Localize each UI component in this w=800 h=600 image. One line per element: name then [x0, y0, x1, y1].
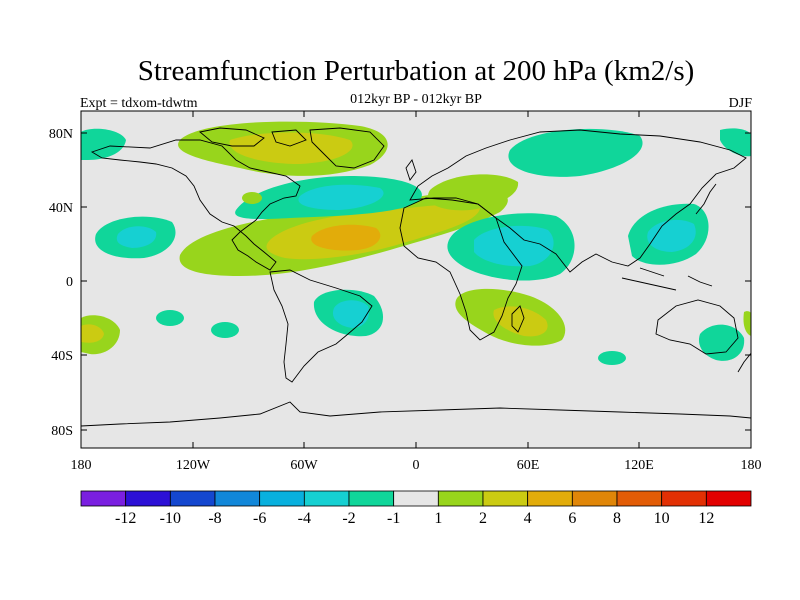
map-panel — [81, 111, 751, 448]
contour-positive-far-east-south — [743, 311, 751, 336]
lat-label-0: 0 — [66, 275, 73, 290]
experiment-label: Expt = tdxom-tdwtm — [80, 96, 198, 111]
coastline-uk — [405, 159, 417, 181]
coastline-canadian-arctic — [198, 127, 307, 147]
contour-positive-atlantic-peak — [311, 224, 381, 251]
colorbar: -12 -10 -8 -6 -4 -2 -1 1 2 4 6 8 10 12 — [80, 490, 752, 527]
colorbar-swatch — [616, 490, 663, 507]
colorbar-swatch — [393, 490, 439, 507]
colorbar-swatch — [125, 490, 171, 507]
colorbar-label: -2 — [342, 510, 355, 527]
contour-negative-south-atlantic-small — [211, 322, 239, 338]
coastline-south-america — [269, 269, 373, 383]
colorbar-label: 4 — [524, 510, 532, 527]
colorbar-swatch — [169, 490, 216, 507]
season-label: DJF — [729, 96, 753, 111]
colorbar-label: -4 — [298, 510, 311, 527]
colorbar-swatch — [482, 490, 529, 507]
contour-negative-middle-east-core — [474, 225, 554, 267]
colorbar-swatch — [348, 490, 395, 507]
lon-label-180w: 180 — [71, 458, 92, 473]
coastline-indonesia — [621, 267, 713, 291]
colorbar-label: 12 — [698, 510, 714, 527]
contour-positive-arctic-canada-core — [229, 132, 353, 164]
longitude-axis — [80, 111, 752, 448]
contour-positive-europe — [427, 174, 519, 211]
chart-title: Streamfunction Perturbation at 200 hPa (… — [138, 55, 695, 87]
contour-fills — [81, 121, 751, 365]
lon-label-120w: 120W — [176, 458, 211, 473]
map-background — [81, 111, 751, 448]
colorbar-swatch — [705, 490, 752, 507]
colorbar-swatch — [661, 490, 707, 507]
colorbar-label: 2 — [479, 510, 487, 527]
contour-positive-north-atlantic-small — [242, 192, 262, 204]
lon-label-60e: 60E — [517, 458, 540, 473]
chart-subtitle: 012kyr BP - 012kyr BP — [350, 92, 482, 107]
coastline-antarctica — [81, 401, 751, 427]
contour-negative-south-pacific-small — [156, 310, 184, 326]
contour-negative-australia-east — [698, 324, 745, 361]
latitude-axis — [81, 132, 751, 431]
colorbar-label: -8 — [208, 510, 221, 527]
contour-positive-southern-africa-core — [493, 306, 548, 337]
coastline-eurasia — [409, 129, 747, 273]
coastline-madagascar — [511, 305, 525, 333]
contour-negative-south-america-core — [332, 300, 370, 328]
contour-negative-north-pacific-core — [116, 226, 157, 248]
colorbar-swatch — [437, 490, 484, 507]
coastline-japan — [695, 183, 717, 215]
lat-label-80s: 80S — [51, 424, 73, 439]
lat-label-40n: 40N — [49, 201, 73, 216]
colorbar-swatch — [571, 490, 618, 507]
colorbar-label: -10 — [160, 510, 181, 527]
coastline-australia — [655, 299, 739, 355]
contour-negative-far-east-edge — [720, 128, 751, 157]
colorbar-label: -6 — [253, 510, 266, 527]
coastline-north-america — [90, 139, 301, 271]
colorbar-swatch — [303, 490, 350, 507]
colorbar-swatch — [259, 490, 305, 507]
contour-positive-south-pacific-core — [81, 324, 104, 343]
colorbar-label: 8 — [613, 510, 621, 527]
colorbar-swatch — [527, 490, 573, 507]
lon-label-60w: 60W — [290, 458, 318, 473]
contour-negative-east-asia-core — [647, 219, 696, 252]
colorbar-label: 6 — [568, 510, 576, 527]
colorbar-label: 1 — [434, 510, 442, 527]
colorbar-label: 10 — [654, 510, 670, 527]
lon-label-180e: 180 — [741, 458, 762, 473]
lon-label-120e: 120E — [624, 458, 654, 473]
colorbar-swatch — [80, 490, 127, 507]
colorbar-swatch — [214, 490, 261, 507]
lat-label-40s: 40S — [51, 349, 73, 364]
colorbar-label: -1 — [387, 510, 400, 527]
colorbar-label: -12 — [115, 510, 136, 527]
lat-label-80n: 80N — [49, 127, 73, 142]
contour-negative-north-atlantic-core — [298, 184, 384, 210]
coastline-greenland — [309, 127, 385, 169]
lon-label-0: 0 — [413, 458, 420, 473]
coastlines — [81, 127, 751, 427]
contour-negative-arctic-europe — [508, 128, 643, 177]
contour-negative-indian-ocean-small — [598, 351, 626, 365]
